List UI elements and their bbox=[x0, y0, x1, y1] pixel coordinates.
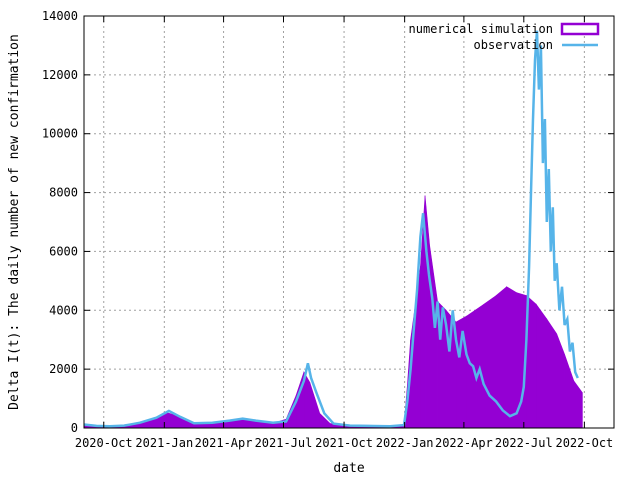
y-tick-label: 10000 bbox=[42, 127, 78, 141]
simulation-bar bbox=[483, 294, 497, 429]
y-tick-label: 14000 bbox=[42, 9, 78, 23]
observation-line-layer bbox=[83, 30, 579, 428]
x-tick-label: 2021-Jul bbox=[255, 436, 313, 450]
x-tick-label: 2021-Jan bbox=[135, 436, 193, 450]
x-tick-label: 2022-Oct bbox=[555, 436, 613, 450]
y-tick-label: 12000 bbox=[42, 68, 78, 82]
y-tick-label: 2000 bbox=[49, 362, 78, 376]
y-tick-label: 4000 bbox=[49, 303, 78, 317]
simulation-bar bbox=[573, 379, 583, 429]
legend-label-observation: observation bbox=[474, 38, 553, 52]
y-tick-label: 0 bbox=[71, 421, 78, 435]
y-axis-label: Delta I(t): The daily number of new conf… bbox=[7, 34, 22, 410]
y-tick-label: 8000 bbox=[49, 186, 78, 200]
simulation-bar bbox=[564, 354, 575, 429]
simulation-bar bbox=[536, 303, 548, 429]
simulation-bar bbox=[546, 318, 558, 429]
simulation-bar bbox=[506, 286, 517, 429]
observation-line bbox=[83, 30, 579, 428]
x-tick-label: 2021-Apr bbox=[195, 436, 253, 450]
legend-label-numerical-simulation: numerical simulation bbox=[409, 22, 554, 36]
axis-ticks: 0 2000 4000 6000 8000 10000 12000 14000 2020-Oct… bbox=[42, 9, 614, 450]
simulation-bar bbox=[466, 303, 484, 429]
x-tick-label: 2022-Jul bbox=[495, 436, 553, 450]
simulation-bars bbox=[83, 195, 583, 429]
x-tick-label: 2021-Oct bbox=[315, 436, 373, 450]
legend: numerical simulation observation bbox=[409, 22, 600, 52]
plot-frame bbox=[83, 15, 615, 429]
y-tick-label: 6000 bbox=[49, 244, 78, 258]
simulation-bar bbox=[429, 245, 438, 429]
x-tick-label: 2022-Jan bbox=[376, 436, 434, 450]
x-tick-label: 2020-Oct bbox=[75, 436, 133, 450]
legend-swatch-numerical-simulation bbox=[560, 22, 600, 36]
x-tick-label: 2022-Apr bbox=[435, 436, 493, 450]
x-axis-label: date bbox=[333, 461, 364, 476]
simulation-bar bbox=[556, 333, 565, 429]
